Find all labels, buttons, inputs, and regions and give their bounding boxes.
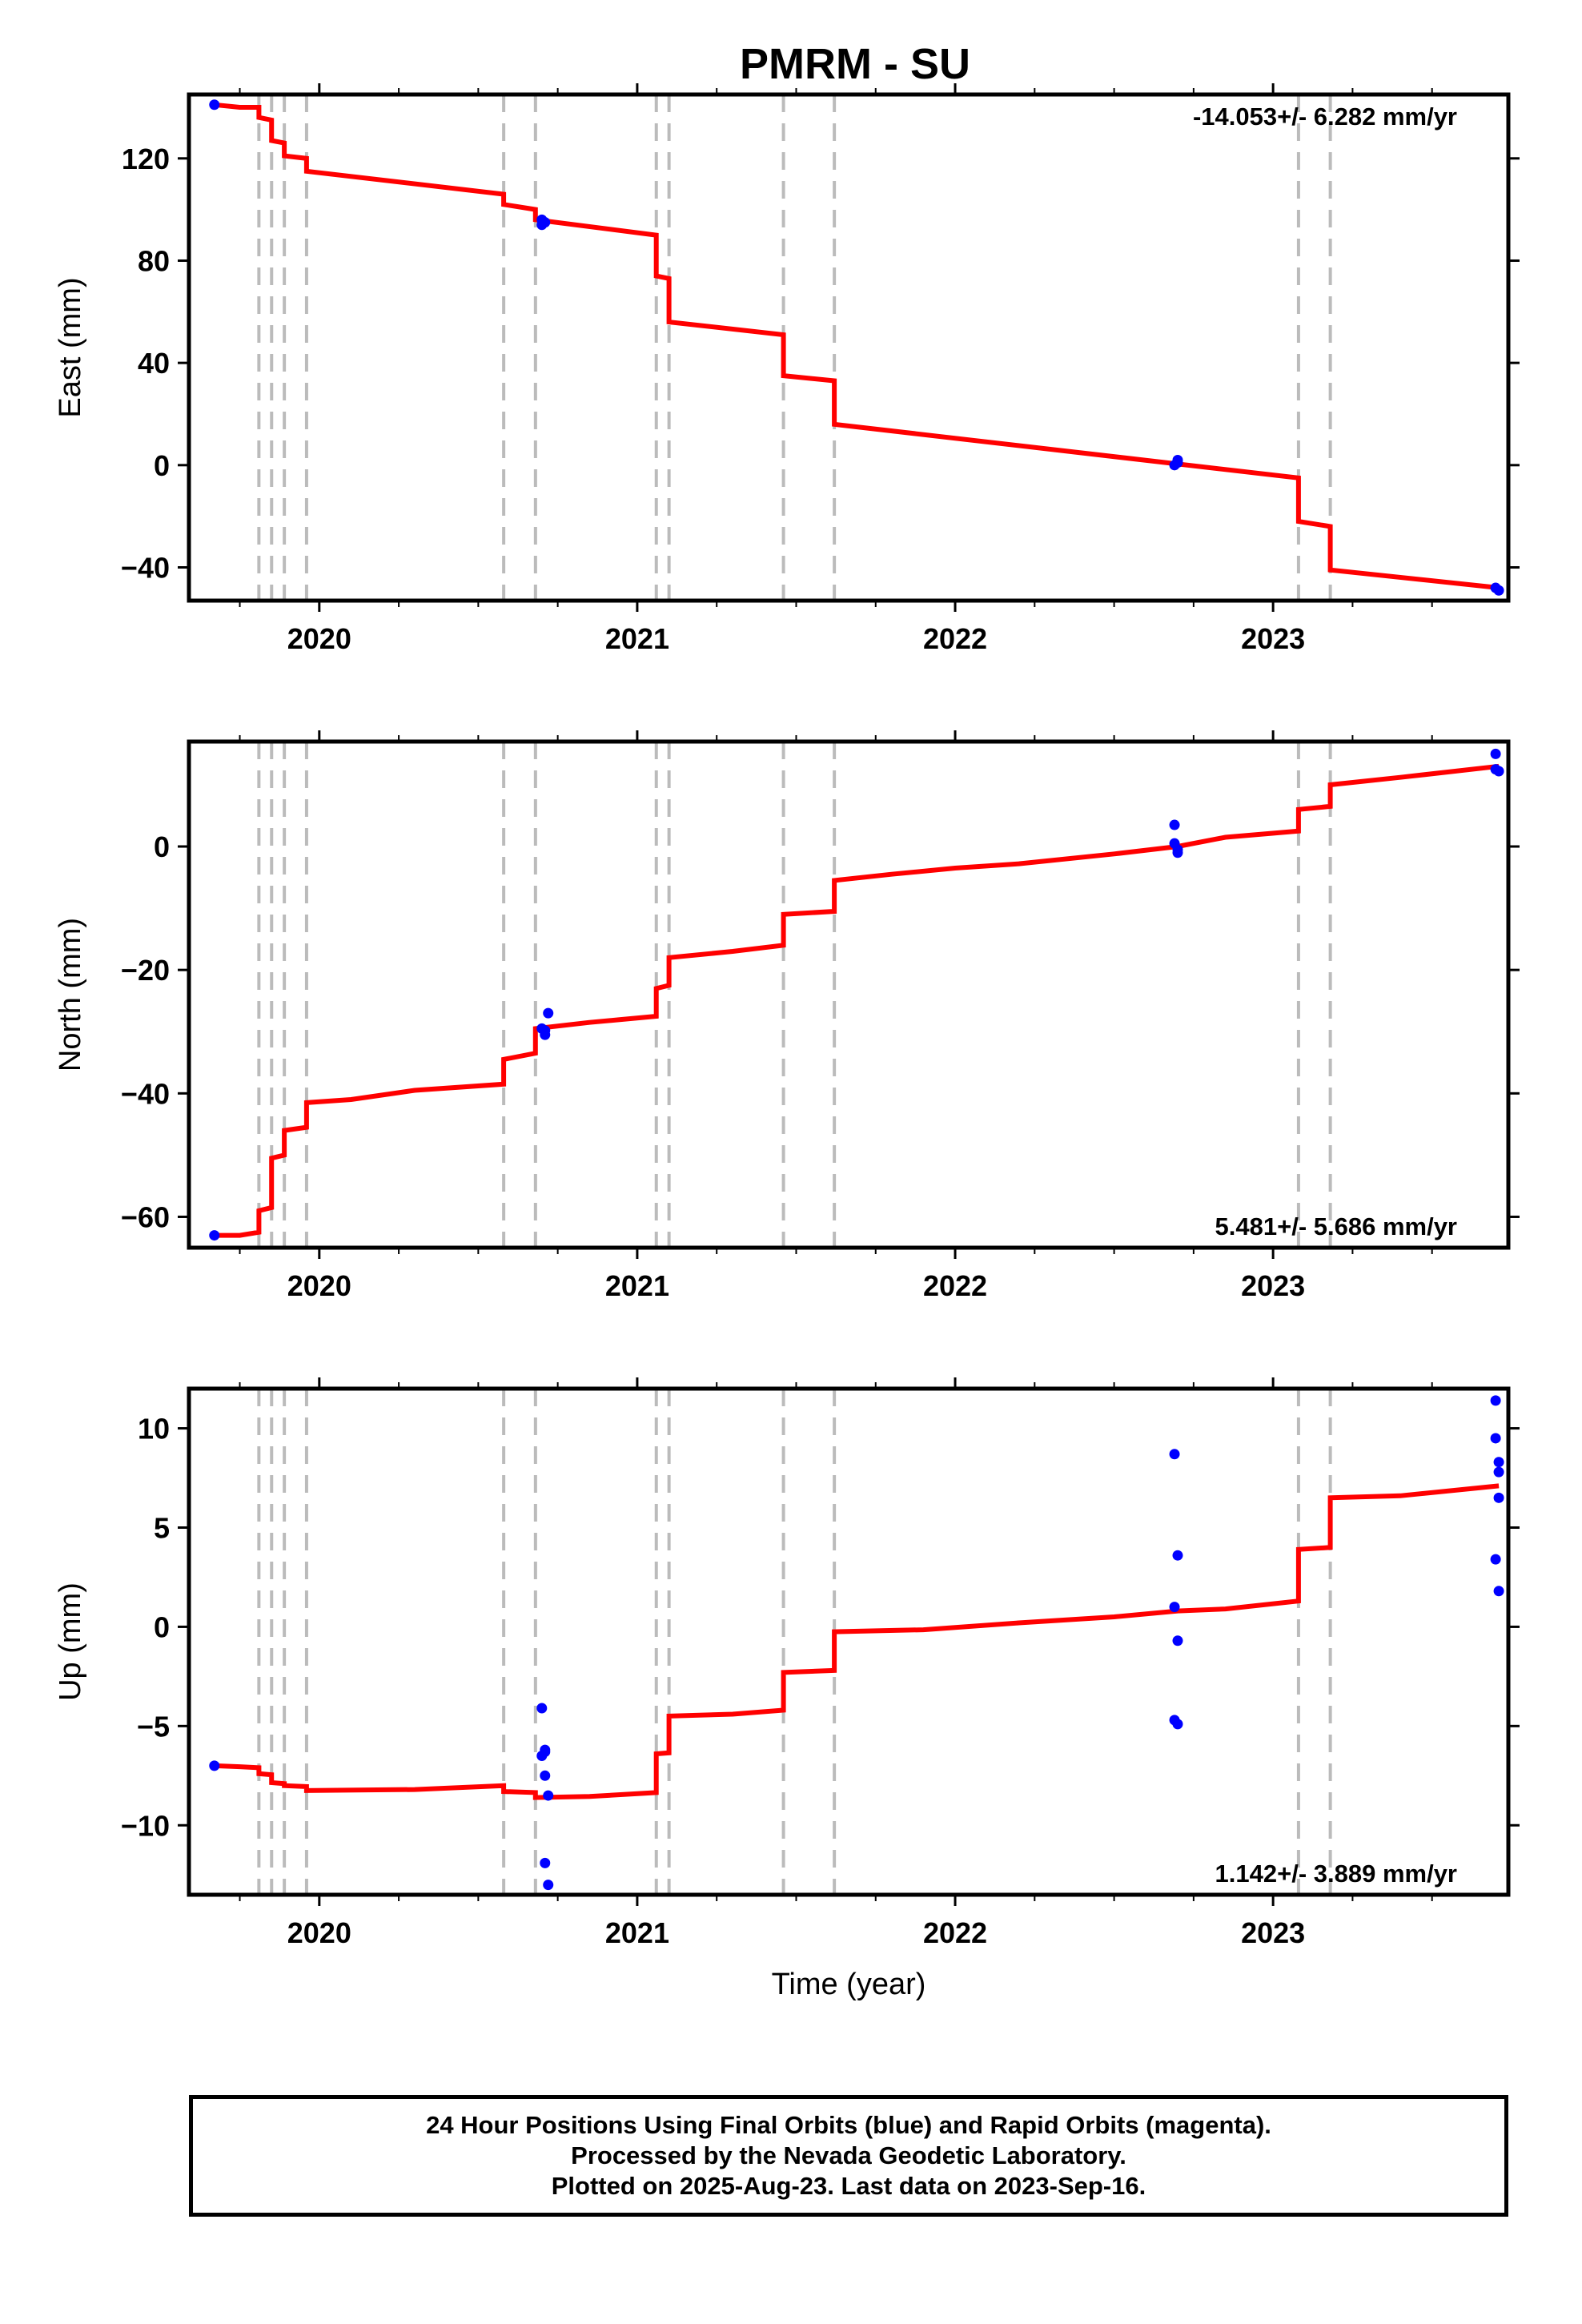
east-x-tick-label: 2021	[605, 622, 669, 655]
footer-line-3: Plotted on 2025-Aug-23. Last data on 202…	[551, 2172, 1146, 2200]
north-data-point	[1490, 748, 1501, 759]
east-y-tick-label: 80	[138, 244, 170, 277]
footer-box: 24 Hour Positions Using Final Orbits (bl…	[189, 2095, 1508, 2217]
up-frame	[187, 1386, 1511, 1897]
up-data-point	[1493, 1586, 1504, 1597]
up-data-point	[1169, 1602, 1180, 1613]
east-y-tick-label: −40	[121, 552, 170, 585]
east-y-tick-label: 40	[138, 347, 170, 380]
north-x-tick-label: 2022	[923, 1269, 987, 1302]
up-data-point	[1493, 1492, 1504, 1503]
east-data-point	[1493, 585, 1504, 596]
up-y-tick-label: −5	[137, 1710, 170, 1743]
east-frame	[187, 92, 1511, 603]
up-x-tick-label: 2021	[605, 1916, 669, 1949]
up-model-line	[214, 1483, 1500, 1800]
north-y-tick-label: 0	[154, 830, 170, 863]
north-y-tick-label: −60	[121, 1200, 170, 1233]
north-rate-label: 5.481+/- 5.686 mm/yr	[1215, 1212, 1457, 1240]
east-panel: −40 0 40 80 120 2020 2021 2022 2023 East (mm) -14.…	[54, 83, 1520, 655]
up-y-tick-label: −10	[121, 1809, 170, 1842]
north-data-point	[543, 1007, 554, 1019]
north-data-point	[209, 1230, 220, 1241]
up-rate-label: 1.142+/- 3.889 mm/yr	[1215, 1860, 1457, 1888]
north-y-tick-label: −20	[121, 954, 170, 987]
up-panel: −10 −5 0 5 10 2020 2021 2022 2023 Up (mm) Time (ye…	[54, 1377, 1520, 2001]
north-model-line	[214, 763, 1500, 1238]
east-x-tick-label: 2023	[1241, 622, 1305, 655]
north-x-tick-label: 2021	[605, 1269, 669, 1302]
north-data-point	[1493, 766, 1504, 777]
east-data-point	[540, 217, 551, 228]
up-data-point	[536, 1703, 548, 1714]
up-data-point	[543, 1790, 554, 1801]
up-x-axis-label: Time (year)	[772, 1968, 926, 2001]
east-rate-label: -14.053+/- 6.282 mm/yr	[1193, 103, 1457, 131]
east-x-tick-label: 2022	[923, 622, 987, 655]
north-panel: −60 −40 −20 0 2020 2021 2022 2023 North (mm) 5.48…	[54, 730, 1520, 1302]
east-data-point	[1172, 457, 1183, 468]
up-y-tick-label: 0	[154, 1610, 170, 1643]
up-data-point	[540, 1770, 551, 1781]
up-x-tick-label: 2023	[1241, 1916, 1305, 1949]
east-x-tick-label: 2020	[287, 622, 351, 655]
north-x-tick-label: 2023	[1241, 1269, 1305, 1302]
north-data-point	[1169, 819, 1180, 830]
up-data-point	[209, 1760, 220, 1771]
up-data-point	[1490, 1554, 1501, 1565]
footer-line-1: 24 Hour Positions Using Final Orbits (bl…	[426, 2111, 1271, 2139]
up-data-point	[1490, 1433, 1501, 1444]
up-data-point	[540, 1747, 551, 1758]
east-data-point	[209, 99, 220, 111]
up-y-tick-label: 10	[138, 1413, 170, 1445]
up-y-tick-label: 5	[154, 1511, 170, 1544]
north-frame	[187, 739, 1511, 1250]
up-x-tick-label: 2020	[287, 1916, 351, 1949]
north-x-tick-label: 2020	[287, 1269, 351, 1302]
north-data-point	[540, 1025, 551, 1036]
up-data-point	[1172, 1550, 1183, 1561]
footer-line-2: Processed by the Nevada Geodetic Laborat…	[571, 2141, 1126, 2169]
up-data-point	[1490, 1395, 1501, 1406]
up-data-point	[1169, 1449, 1180, 1460]
up-data-point	[1493, 1457, 1504, 1468]
east-model-line	[214, 102, 1500, 590]
up-data-point	[1172, 1635, 1183, 1647]
up-data-point	[1172, 1719, 1183, 1730]
east-y-tick-label: 120	[122, 143, 170, 175]
north-data-point	[1172, 844, 1183, 855]
east-y-tick-label: 0	[154, 449, 170, 482]
north-y-axis-label: North (mm)	[54, 918, 87, 1072]
east-y-axis-label: East (mm)	[54, 277, 87, 417]
chart-title: PMRM - SU	[740, 40, 970, 88]
up-data-point	[1493, 1466, 1504, 1478]
north-y-tick-label: −40	[121, 1077, 170, 1110]
up-y-axis-label: Up (mm)	[54, 1582, 87, 1701]
up-data-point	[540, 1857, 551, 1868]
up-data-point	[543, 1880, 554, 1891]
up-x-tick-label: 2022	[923, 1916, 987, 1949]
